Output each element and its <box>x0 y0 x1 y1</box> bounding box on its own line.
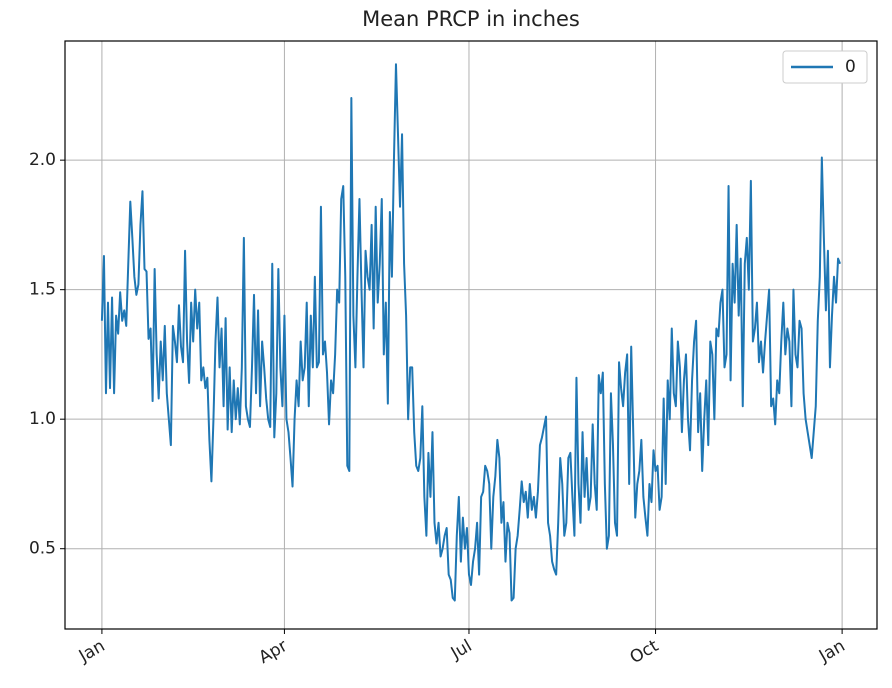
y-tick-label: 1.5 <box>29 280 56 300</box>
x-tick-label: Jul <box>447 636 476 664</box>
x-tick-label: Apr <box>255 636 290 668</box>
x-tick-label: Oct <box>627 636 663 668</box>
x-tick-label: Jan <box>815 636 849 667</box>
data-line <box>100 63 842 602</box>
legend-label: 0 <box>845 57 856 77</box>
y-tick-label: 1.0 <box>29 409 56 429</box>
plot-frame <box>64 40 878 630</box>
x-tick-label: Jan <box>75 636 109 667</box>
legend: 0 <box>782 50 868 84</box>
y-tick-label: 0.5 <box>29 539 56 559</box>
y-tick-label: 2.0 <box>29 150 56 170</box>
chart-title: Mean PRCP in inches <box>362 7 580 31</box>
